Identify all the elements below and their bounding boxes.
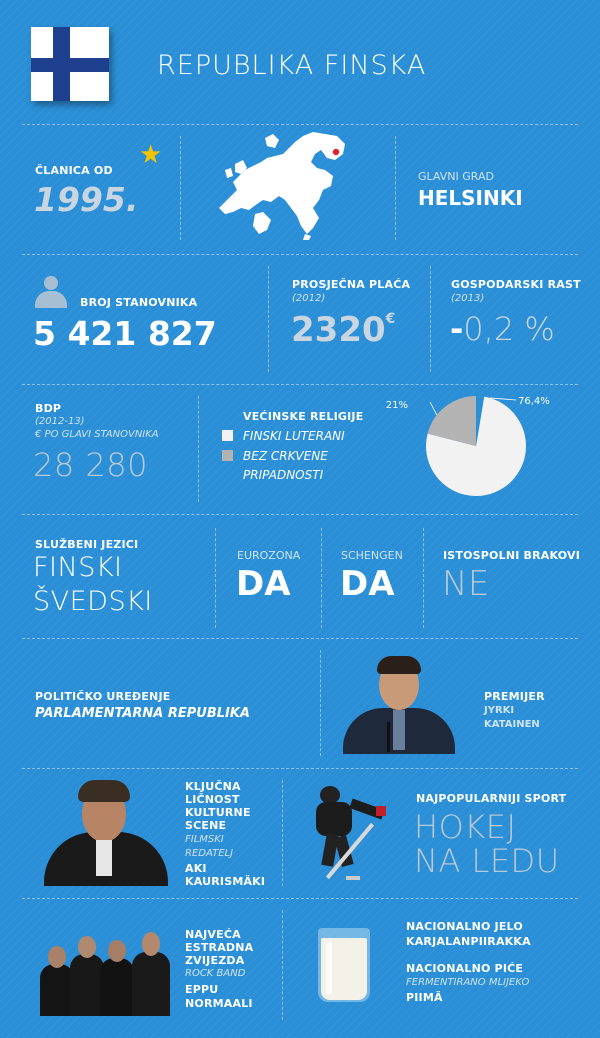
growth-value-wrap: -0,2 % xyxy=(450,310,555,348)
samesex-value: NE xyxy=(442,564,490,604)
population-label: BROJ STANOVNIKA xyxy=(80,296,198,309)
sport-value-2: NA LEDU xyxy=(414,842,560,880)
pie-leader-1 xyxy=(429,401,438,416)
culture-name-1: AKI xyxy=(185,862,207,875)
music-name-1: EPPU xyxy=(185,983,219,996)
culture-label-1: KLJUČNA xyxy=(185,780,241,793)
salary-unit: € xyxy=(385,311,396,327)
salary-value-wrap: 2320€ xyxy=(291,310,395,350)
dish-label: NACIONALNO JELO xyxy=(406,920,523,933)
pie-label-0: 76,4% xyxy=(518,396,550,407)
culture-label-4: SCENE xyxy=(185,819,227,832)
legend-nonreligious-2: PRIPADNOSTI xyxy=(243,468,324,482)
gdp-value: 28 280 xyxy=(33,446,148,484)
culture-label-2: LIČNOST xyxy=(185,793,240,806)
pie-label-1: 21% xyxy=(386,400,408,411)
salary-value: 2320 xyxy=(291,310,386,350)
drink-label: NACIONALNO PIĆE xyxy=(406,962,524,975)
sport-value-1: HOKEJ xyxy=(414,808,517,846)
culture-name-2: KAURISMÄKI xyxy=(185,875,266,888)
languages-label: SLUŽBENI JEZICI xyxy=(35,538,139,551)
pm-name-2: KATAINEN xyxy=(484,719,540,730)
page-title: REPUBLIKA FINSKA xyxy=(157,50,427,81)
culture-label-3: KULTURNE xyxy=(185,806,251,819)
kaurismaki-photo xyxy=(38,780,170,886)
language-finnish: FINSKI xyxy=(33,552,123,583)
eu-member-year: 1995. xyxy=(34,180,139,219)
culture-role-1: FILMSKI xyxy=(185,834,224,845)
music-role: ROCK BAND xyxy=(185,968,246,979)
drink-value: PIIMÄ xyxy=(406,991,443,1004)
eurozone-label: EUROZONA xyxy=(237,549,301,562)
eurozone-value: DA xyxy=(236,564,291,604)
religion-label: VEĆINSKE RELIGIJE xyxy=(243,410,364,423)
sport-label: NAJPOPULARNIJI SPORT xyxy=(416,792,567,805)
dish-value: KARJALANPIIRAKKA xyxy=(406,935,531,948)
population-value: 5 421 827 xyxy=(33,314,217,353)
politics-label: POLITIČKO UREĐENJE xyxy=(35,690,171,703)
schengen-label: SCHENGEN xyxy=(341,549,403,562)
pie-leader-0 xyxy=(489,397,517,401)
pm-name-1: JYRKI xyxy=(484,705,515,716)
pm-photo xyxy=(343,654,455,754)
eu-member-label: ČLANICA OD xyxy=(35,164,113,177)
music-label-2: ESTRADNA xyxy=(185,941,254,954)
hockey-player-photo xyxy=(310,780,400,890)
music-label-3: ZVIJEZDA xyxy=(185,954,245,967)
gdp-label: BDP xyxy=(35,402,62,415)
pie-slice-0 xyxy=(426,396,526,496)
politics-value: PARLAMENTARNA REPUBLIKA xyxy=(35,706,250,721)
legend-lutherans: FINSKI LUTERANI xyxy=(243,429,345,443)
salary-label: PROSJEČNA PLAĆA xyxy=(292,278,411,291)
pie-slice-2 xyxy=(476,396,485,446)
capital-value: HELSINKI xyxy=(418,186,523,210)
milk-glass-icon xyxy=(318,928,370,1002)
pie-slice-1 xyxy=(427,396,476,446)
growth-year: (2013) xyxy=(451,293,485,304)
samesex-label: ISTOSPOLNI BRAKOVI xyxy=(443,549,581,562)
growth-label: GOSPODARSKI RAST xyxy=(451,278,581,291)
legend-swatch-lutherans xyxy=(222,430,233,441)
language-swedish: ŠVEDSKI xyxy=(33,586,153,617)
music-label-1: NAJVEĆA xyxy=(185,928,241,941)
legend-nonreligious-1: BEZ CRKVENE xyxy=(243,449,328,463)
eu-star-icon: ★ xyxy=(139,140,163,170)
growth-value: 0,2 % xyxy=(463,310,555,348)
eppu-normaali-photo xyxy=(40,924,172,1016)
finland-flag xyxy=(31,27,109,101)
growth-sign: - xyxy=(450,310,464,348)
schengen-value: DA xyxy=(340,564,395,604)
culture-role-2: REDATELJ xyxy=(185,848,234,859)
europe-map-icon xyxy=(219,132,345,240)
religion-pie-chart: 76,4% 21% xyxy=(386,396,550,496)
capital-label: GLAVNI GRAD xyxy=(418,170,494,183)
person-icon xyxy=(35,276,67,308)
legend-swatch-nonreligious xyxy=(222,450,233,461)
pm-label: PREMIJER xyxy=(484,690,545,703)
salary-year: (2012) xyxy=(292,293,326,304)
music-name-2: NORMAALI xyxy=(185,997,253,1010)
gdp-unit: € PO GLAVI STANOVNIKA xyxy=(35,429,159,440)
gdp-years: (2012-13) xyxy=(35,416,85,427)
drink-desc: FERMENTIRANO MLIJEKO xyxy=(406,977,530,988)
